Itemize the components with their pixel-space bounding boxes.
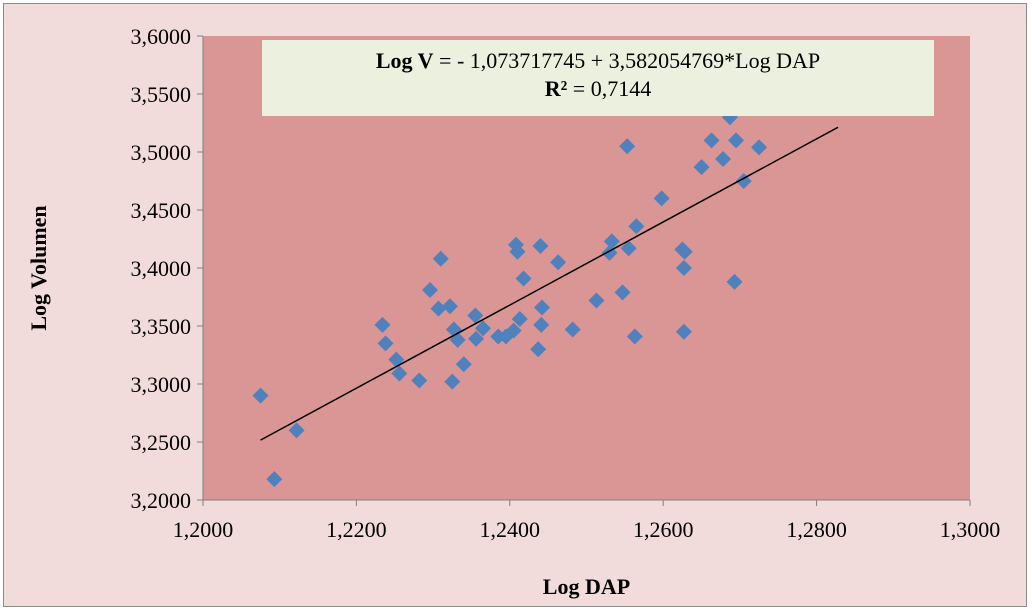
y-tick-label: 3,5500 [131,82,192,107]
trendline [260,126,839,441]
x-tick-label: 1,2200 [326,517,387,542]
data-point [505,322,522,339]
data-point [534,299,551,316]
data-point [751,139,768,156]
data-point [626,328,643,345]
data-point [497,328,514,345]
x-tick-label: 1,3000 [940,517,1001,542]
data-point [550,254,567,271]
x-tick-label: 1,2400 [480,517,541,542]
equation-box: Log V = - 1,073717745 + 3,582054769*Log … [262,40,934,116]
data-point [603,233,620,250]
y-axis-title: Log Volumen [26,205,51,330]
equation-rhs: = - 1,073717745 + 3,582054769*Log DAP [433,48,821,73]
data-point [532,237,549,254]
data-point [653,190,670,207]
y-tick-label: 3,5000 [131,140,192,165]
equation-lhs: Log V [375,48,434,73]
data-point [444,373,461,390]
y-tick-label: 3,4500 [131,198,192,223]
y-tick-label: 3,2000 [131,488,192,513]
data-point [515,270,532,287]
data-points [252,109,768,488]
data-point [693,159,710,176]
y-tick-label: 3,2500 [131,430,192,455]
data-point [715,150,732,167]
data-point [676,243,693,260]
y-tick-label: 3,4000 [131,256,192,281]
data-point [455,356,472,373]
data-point [530,341,547,358]
data-point [252,387,269,404]
data-point [411,372,428,389]
data-point [391,365,408,382]
data-point [564,321,581,338]
r-squared-value: = 0,7144 [567,76,652,101]
data-point [467,307,484,324]
x-tick-label: 1,2800 [786,517,847,542]
data-point [533,316,550,333]
data-point [374,316,391,333]
data-point [288,422,305,439]
y-tick-label: 3,6000 [131,24,192,49]
data-point [377,335,394,352]
data-point [675,260,692,276]
data-point [588,292,605,309]
data-point [620,240,637,257]
axes [197,35,971,506]
data-point [441,298,458,315]
r-squared-line: R² = 0,7144 [262,75,934,103]
data-point [614,284,631,301]
data-point [628,218,645,235]
y-tick-label: 3,3500 [131,314,192,339]
x-axis-title: Log DAP [543,574,630,599]
data-point [511,311,528,328]
x-tick-label: 1,2000 [173,517,234,542]
data-point [474,320,491,337]
x-tick-label: 1,2600 [633,517,694,542]
data-point [619,138,636,155]
data-point [468,330,485,347]
data-point [728,132,745,149]
data-point [422,282,439,299]
x-tick-labels: 1,2000 1,2200 1,2400 1,2600 1,2800 1,3000 [173,517,1001,542]
data-point [509,243,526,260]
y-tick-label: 3,3000 [131,372,192,397]
data-point [726,273,743,290]
data-point [430,300,447,317]
data-point [266,471,283,488]
data-point [703,132,720,149]
y-tick-labels: 3,2000 3,2500 3,3000 3,3500 3,4000 3,4500 3,50… [131,24,192,513]
r-squared-label: R² [544,76,568,101]
equation-line: Log V = - 1,073717745 + 3,582054769*Log … [262,47,934,75]
data-point [675,323,692,340]
data-point [432,250,449,267]
